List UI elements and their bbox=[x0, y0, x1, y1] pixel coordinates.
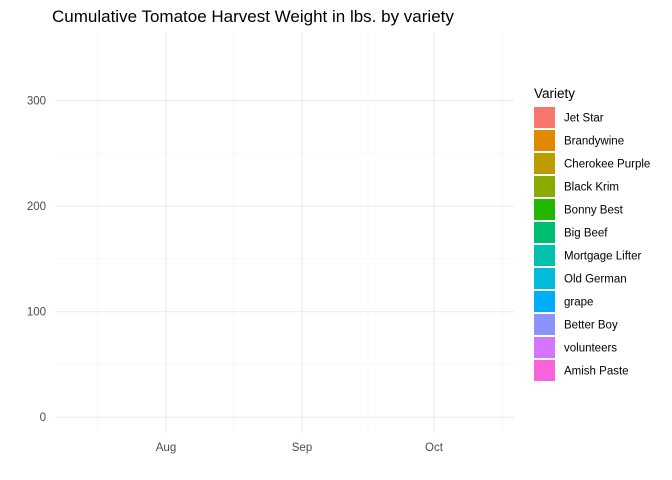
legend-label: Cherokee Purple bbox=[564, 159, 650, 171]
legend-label: Brandywine bbox=[564, 136, 624, 148]
x-tick-label: Aug bbox=[156, 442, 176, 454]
legend-key bbox=[534, 107, 555, 128]
legend-label: Mortgage Lifter bbox=[564, 251, 642, 263]
legend-key bbox=[534, 337, 555, 358]
legend-label: volunteers bbox=[564, 343, 617, 355]
legend-key bbox=[534, 130, 555, 151]
legend: Variety Jet Star Brandywine Cherokee Purpl… bbox=[534, 86, 650, 381]
legend-key bbox=[534, 268, 555, 289]
legend-key bbox=[534, 176, 555, 197]
legend-key bbox=[534, 360, 555, 381]
y-tick-label: 200 bbox=[27, 201, 46, 213]
legend-title: Variety bbox=[534, 86, 575, 101]
legend-label: grape bbox=[564, 297, 593, 309]
legend-label: Bonny Best bbox=[564, 205, 624, 217]
legend-key bbox=[534, 245, 555, 266]
legend-key bbox=[534, 153, 555, 174]
legend-label: Better Boy bbox=[564, 320, 618, 332]
x-axis: Aug Sep Oct bbox=[156, 442, 444, 454]
legend-label: Jet Star bbox=[564, 113, 604, 125]
legend-key bbox=[534, 291, 555, 312]
x-tick-label: Sep bbox=[292, 442, 312, 454]
legend-label: Old German bbox=[564, 274, 627, 286]
legend-label: Amish Paste bbox=[564, 366, 629, 378]
legend-label: Big Beef bbox=[564, 228, 608, 240]
legend-label: Black Krim bbox=[564, 182, 619, 194]
legend-key bbox=[534, 199, 555, 220]
y-tick-label: 0 bbox=[40, 412, 46, 424]
y-axis: 0 100 200 300 bbox=[27, 96, 46, 425]
grid bbox=[55, 32, 514, 433]
y-tick-label: 100 bbox=[27, 307, 46, 319]
x-tick-label: Oct bbox=[425, 442, 444, 454]
legend-key bbox=[534, 314, 555, 335]
legend-key bbox=[534, 222, 555, 243]
chart-title: Cumulative Tomatoe Harvest Weight in lbs… bbox=[52, 7, 454, 26]
y-tick-label: 300 bbox=[27, 96, 46, 108]
